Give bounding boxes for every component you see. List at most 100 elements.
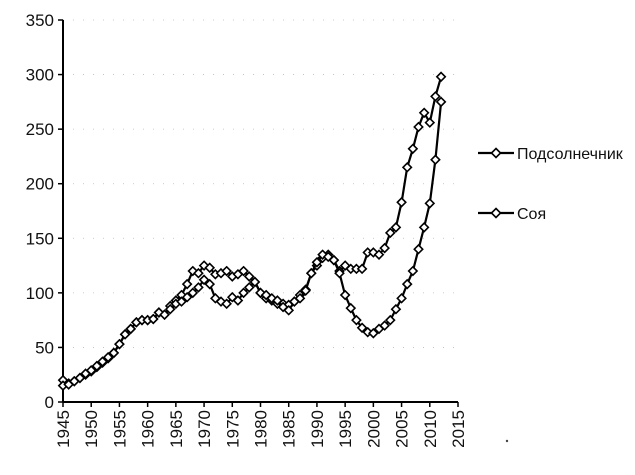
axes [58, 19, 459, 407]
data-point-1-23 [187, 287, 199, 299]
data-point-1-8 [102, 351, 114, 363]
data-point-0-29 [221, 265, 232, 277]
legend-marker-1 [490, 207, 502, 219]
data-point-0-32 [238, 265, 249, 277]
data-point-1-16 [147, 313, 159, 325]
x-tick-label-9: 1990 [308, 410, 327, 448]
data-point-1-51 [345, 302, 357, 314]
legend-label-1: Соя [517, 206, 546, 223]
x-tick-label-2: 1955 [110, 410, 129, 448]
data-point-0-67 [435, 71, 447, 83]
data-point-0-33 [243, 271, 255, 282]
data-point-0-65 [424, 117, 436, 128]
data-point-0-61 [401, 162, 413, 173]
y-tick-label-7: 350 [26, 11, 54, 30]
y-tick-labels: 0 50 100 150 200 250 300 350 [26, 11, 54, 412]
y-tick-label-6: 300 [26, 66, 54, 85]
data-point-1-57 [379, 320, 390, 331]
legend-label-0: Подсолнечник [517, 146, 624, 163]
x-tick-labels: 1945 1950 1955 1960 1965 1970 1975 1980 1985 1990… [54, 410, 468, 448]
x-tick-label-8: 1985 [280, 410, 299, 448]
legend: Подсолнечник Соя [478, 146, 624, 443]
data-point-0-22 [181, 278, 193, 290]
data-point-1-60 [396, 292, 407, 304]
data-point-1-61 [401, 278, 413, 290]
data-point-1-3 [74, 372, 86, 384]
data-point-1-48 [328, 254, 340, 266]
data-point-1-63 [413, 243, 424, 255]
data-point-1-44 [305, 267, 317, 279]
data-point-0-56 [373, 249, 385, 260]
data-point-1-67 [435, 96, 447, 108]
data-point-1-29 [221, 298, 232, 310]
legend-marker-0 [490, 147, 502, 159]
data-point-1-62 [407, 265, 419, 277]
data-point-1-32 [238, 287, 249, 299]
data-point-1-49 [334, 267, 345, 279]
data-point-0-26 [204, 262, 216, 274]
data-point-1-9 [108, 347, 120, 359]
data-point-0-60 [396, 196, 407, 208]
y-tick-label-1: 50 [35, 338, 54, 357]
data-point-1-66 [430, 154, 441, 166]
x-tick-label-1: 1950 [82, 410, 101, 448]
x-tick-label-0: 1945 [54, 410, 73, 448]
data-point-1-52 [351, 314, 362, 326]
data-point-1-53 [356, 322, 368, 334]
data-point-1-18 [159, 309, 170, 321]
series-line-0 [62, 76, 443, 385]
data-point-1-10 [114, 338, 125, 350]
x-tick-label-5: 1970 [195, 410, 214, 448]
data-point-0-63 [413, 121, 424, 133]
x-tick-label-12: 2005 [393, 410, 412, 448]
x-tick-label-14: 2015 [449, 410, 468, 448]
data-point-0-58 [384, 227, 396, 239]
data-point-1-58 [384, 314, 396, 326]
x-tick-label-10: 1995 [336, 410, 355, 448]
data-series [57, 71, 447, 391]
data-point-1-31 [232, 295, 244, 306]
data-point-1-21 [176, 296, 187, 307]
y-tick-label-4: 200 [26, 175, 54, 194]
y-tick-label-5: 250 [26, 120, 54, 139]
y-tick-label-2: 100 [26, 284, 54, 303]
x-tick-label-6: 1975 [223, 410, 242, 448]
data-point-1-5 [85, 365, 97, 376]
data-point-0-59 [390, 222, 402, 233]
data-point-1-28 [215, 296, 227, 307]
legend-item-0: Подсолнечник [478, 146, 624, 163]
x-tick-label-3: 1960 [139, 410, 158, 448]
series-sunflower [57, 71, 447, 389]
data-point-1-38 [272, 295, 283, 306]
x-tick-label-4: 1965 [167, 410, 186, 448]
data-point-1-65 [424, 198, 436, 209]
data-point-1-45 [311, 256, 323, 268]
data-point-1-22 [181, 291, 193, 303]
series-soy [57, 96, 447, 391]
data-point-1-7 [97, 356, 108, 367]
data-point-1-40 [283, 304, 295, 316]
legend-item-1: Соя [478, 206, 546, 223]
data-point-1-50 [339, 289, 351, 301]
data-point-1-6 [91, 360, 103, 372]
data-point-1-33 [243, 282, 255, 293]
x-tick-label-7: 1980 [252, 410, 271, 448]
data-point-0-64 [418, 107, 430, 119]
data-point-1-19 [164, 303, 176, 315]
data-point-0-57 [379, 242, 390, 254]
scan-speck [505, 439, 509, 443]
data-point-1-55 [368, 327, 379, 339]
y-tick-label-0: 0 [45, 393, 54, 412]
data-point-0-53 [356, 263, 368, 275]
data-point-1-26 [204, 278, 216, 290]
data-point-1-42 [294, 292, 306, 304]
data-point-1-25 [198, 274, 210, 286]
data-point-1-34 [249, 276, 261, 288]
data-point-1-24 [193, 282, 204, 293]
data-point-0-24 [193, 267, 204, 279]
data-point-0-66 [430, 91, 441, 102]
data-point-1-11 [119, 329, 131, 340]
data-point-1-12 [125, 323, 137, 335]
